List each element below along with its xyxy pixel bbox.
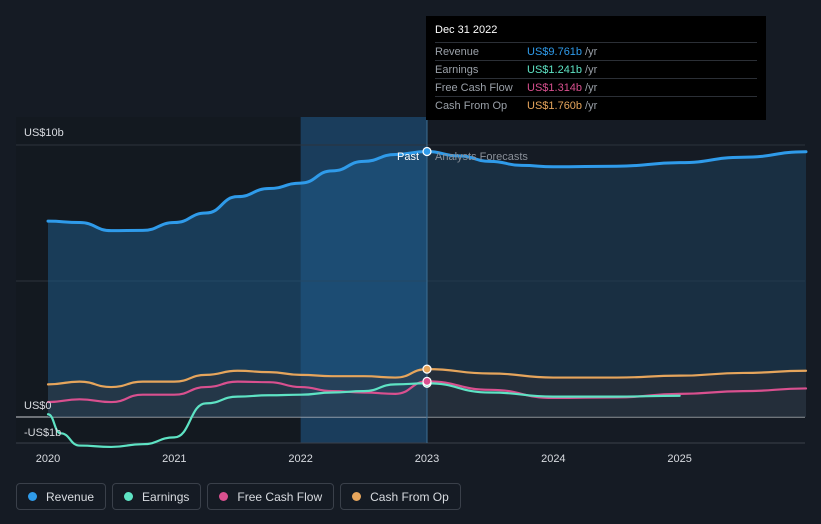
series-lines — [46, 150, 808, 449]
tooltip-unit: /yr — [585, 63, 598, 76]
past-label: Past — [397, 151, 419, 163]
free-cash-flow-marker — [422, 376, 432, 386]
legend-dot-icon — [28, 492, 37, 501]
x-tick-label: 2021 — [162, 453, 186, 465]
tooltip-unit: /yr — [585, 99, 598, 112]
y-axis-label-top: US$10b — [24, 127, 64, 139]
tooltip-value: US$9.761b — [527, 45, 583, 58]
x-tick-label: 2024 — [541, 453, 565, 465]
tooltip-label: Free Cash Flow — [435, 81, 513, 94]
revenue-area-forecast — [427, 151, 806, 417]
tooltip-unit: /yr — [585, 45, 598, 58]
legend-label: Revenue — [46, 489, 95, 504]
tooltip-row-revenue: Revenue US$9.761b /yr — [435, 42, 757, 60]
x-tick-label: 2022 — [288, 453, 312, 465]
tooltip-unit: /yr — [585, 81, 598, 94]
x-tick-label: 2020 — [36, 453, 60, 465]
legend-label: Cash From Op — [370, 489, 449, 504]
tooltip-row-free-cash-flow: Free Cash Flow US$1.314b /yr — [435, 78, 757, 96]
legend-item-free-cash-flow[interactable]: Free Cash Flow — [207, 483, 335, 510]
revenue-marker — [422, 146, 432, 157]
earnings-line — [46, 382, 681, 449]
y-axis-label-neg: -US$1b — [24, 427, 61, 439]
tooltip-value: US$1.314b — [527, 81, 583, 94]
tooltip-date: Dec 31 2022 — [435, 24, 498, 36]
tooltip-label: Revenue — [435, 45, 480, 58]
x-tick-label: 2025 — [667, 453, 691, 465]
axis-labels: US$10b US$0 -US$1b 2020 2021 2022 2023 2… — [24, 127, 692, 465]
revenue-line — [46, 150, 808, 233]
legend-label: Free Cash Flow — [237, 489, 323, 504]
legend-item-revenue[interactable]: Revenue — [16, 483, 107, 510]
legend-item-cash-from-op[interactable]: Cash From Op — [340, 483, 461, 510]
tooltip-label: Earnings — [435, 63, 479, 76]
tooltip-label: Cash From Op — [435, 99, 508, 112]
y-axis-label-zero: US$0 — [24, 400, 52, 412]
cash-from-op-marker — [422, 364, 432, 374]
legend-dot-icon — [352, 492, 362, 501]
tooltip-value: US$1.760b — [527, 99, 583, 112]
legend-dot-icon — [124, 492, 134, 501]
tooltip: Dec 31 2022 Revenue US$9.761b /yr Earnin… — [426, 16, 766, 120]
legend-label: Earnings — [142, 489, 190, 504]
tooltip-row-cash-from-op: Cash From Op US$1.760b /yr — [435, 96, 757, 114]
tooltip-row-earnings: Earnings US$1.241b /yr — [435, 60, 757, 78]
x-tick-label: 2023 — [415, 453, 439, 465]
legend-dot-icon — [219, 492, 229, 501]
forecast-label: Analysts Forecasts — [435, 151, 528, 163]
tooltip-value: US$1.241b — [527, 63, 583, 76]
legend-item-earnings[interactable]: Earnings — [112, 483, 202, 510]
revenue-area-past — [48, 151, 427, 417]
cash-from-op-line — [46, 368, 808, 389]
legend: Revenue Earnings Free Cash Flow Cash Fro… — [16, 483, 461, 512]
